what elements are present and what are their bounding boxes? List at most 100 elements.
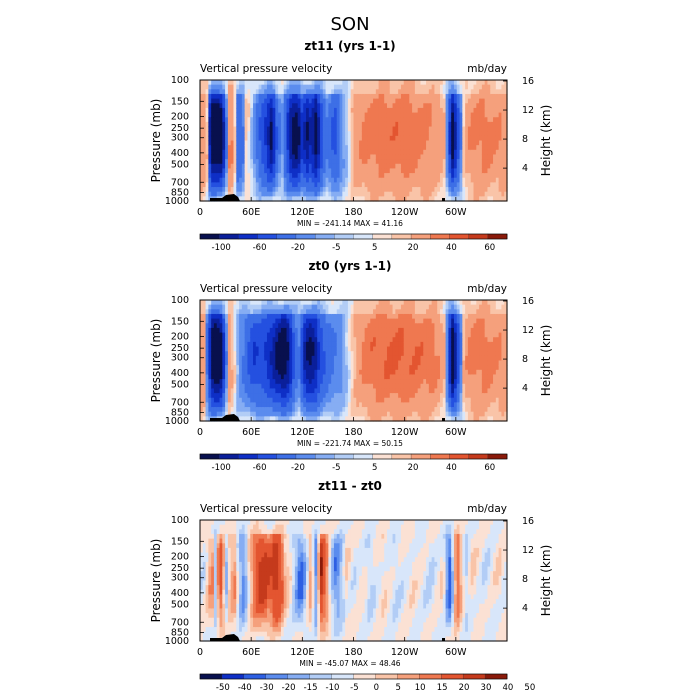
field-cell	[255, 416, 260, 422]
field-cell	[230, 393, 235, 399]
field-cell	[227, 159, 232, 165]
field-cell	[347, 374, 352, 380]
field-cell	[211, 351, 215, 357]
field-cell	[504, 187, 508, 193]
field-cell	[400, 411, 405, 417]
field-cell	[395, 187, 399, 193]
field-cell	[269, 397, 274, 403]
field-cell	[467, 131, 472, 137]
field-cell	[250, 351, 254, 357]
field-cell	[292, 355, 296, 362]
field-cell	[378, 383, 383, 390]
field-cell	[244, 84, 249, 90]
field-cell	[462, 140, 466, 146]
field-cell	[236, 98, 240, 104]
field-cell	[453, 191, 458, 197]
field-cell	[342, 191, 346, 197]
field-cell	[367, 159, 371, 165]
field-cell	[356, 84, 360, 90]
field-cell	[297, 346, 302, 352]
field-cell	[336, 117, 341, 123]
field-cell	[311, 402, 316, 408]
field-cell	[239, 80, 243, 86]
field-cell	[266, 196, 271, 202]
field-cell	[233, 177, 237, 183]
field-cell	[345, 145, 349, 151]
field-cell	[283, 182, 288, 188]
field-cell	[345, 388, 349, 394]
field-cell	[255, 177, 260, 183]
field-cell	[269, 140, 274, 146]
field-cell	[490, 112, 494, 118]
field-cell	[258, 388, 262, 394]
field-cell	[266, 332, 271, 338]
field-cell	[314, 112, 318, 118]
field-cell	[487, 163, 491, 170]
field-cell	[336, 374, 341, 380]
field-cell	[222, 168, 226, 174]
field-cell	[306, 379, 310, 385]
field-cell	[339, 154, 343, 160]
field-cell	[227, 135, 232, 142]
field-cell	[331, 135, 335, 142]
field-cell	[481, 173, 486, 179]
field-cell	[373, 98, 377, 104]
field-cell	[504, 159, 508, 165]
field-cell	[317, 337, 321, 343]
field-cell	[378, 416, 383, 422]
field-cell	[244, 89, 249, 95]
field-cell	[311, 309, 316, 315]
field-cell	[490, 173, 494, 179]
field-cell	[398, 154, 402, 160]
field-cell	[378, 135, 383, 142]
field-cell	[434, 135, 438, 142]
field-cell	[364, 89, 369, 95]
field-cell	[236, 168, 240, 174]
field-cell	[445, 173, 449, 179]
field-cell	[345, 112, 349, 118]
field-cell	[345, 365, 349, 371]
field-cell	[211, 173, 215, 179]
field-cell	[205, 135, 209, 142]
field-cell	[239, 323, 243, 329]
field-cell	[356, 93, 360, 100]
field-cell	[308, 355, 313, 362]
field-cell	[373, 374, 377, 380]
field-cell	[359, 117, 363, 123]
field-cell	[367, 89, 371, 95]
field-cell	[230, 182, 235, 188]
field-cell	[200, 112, 204, 118]
field-cell	[328, 168, 332, 174]
field-cell	[350, 341, 355, 348]
field-cell	[244, 379, 249, 385]
field-cell	[467, 163, 472, 170]
field-cell	[297, 121, 302, 128]
field-cell	[331, 182, 335, 188]
field-cell	[437, 89, 441, 95]
field-cell	[395, 304, 399, 310]
field-cell	[400, 182, 405, 188]
field-cell	[239, 332, 243, 338]
field-cell	[462, 163, 466, 170]
field-cell	[453, 149, 458, 156]
field-cell	[336, 154, 341, 160]
field-cell	[479, 117, 483, 123]
field-cell	[241, 346, 246, 352]
field-cell	[473, 187, 477, 193]
field-cell	[253, 309, 257, 315]
field-cell	[261, 365, 265, 371]
field-cell	[364, 168, 369, 174]
field-cell	[342, 309, 346, 315]
field-cell	[406, 187, 410, 193]
field-cell	[392, 411, 396, 417]
field-cell	[219, 411, 223, 417]
field-cell	[417, 163, 422, 170]
field-cell	[311, 379, 316, 385]
field-cell	[317, 365, 321, 371]
field-cell	[364, 107, 369, 114]
field-cell	[420, 140, 424, 146]
field-cell	[314, 355, 318, 362]
field-cell	[465, 196, 469, 202]
field-cell	[236, 304, 240, 310]
field-cell	[258, 149, 262, 156]
